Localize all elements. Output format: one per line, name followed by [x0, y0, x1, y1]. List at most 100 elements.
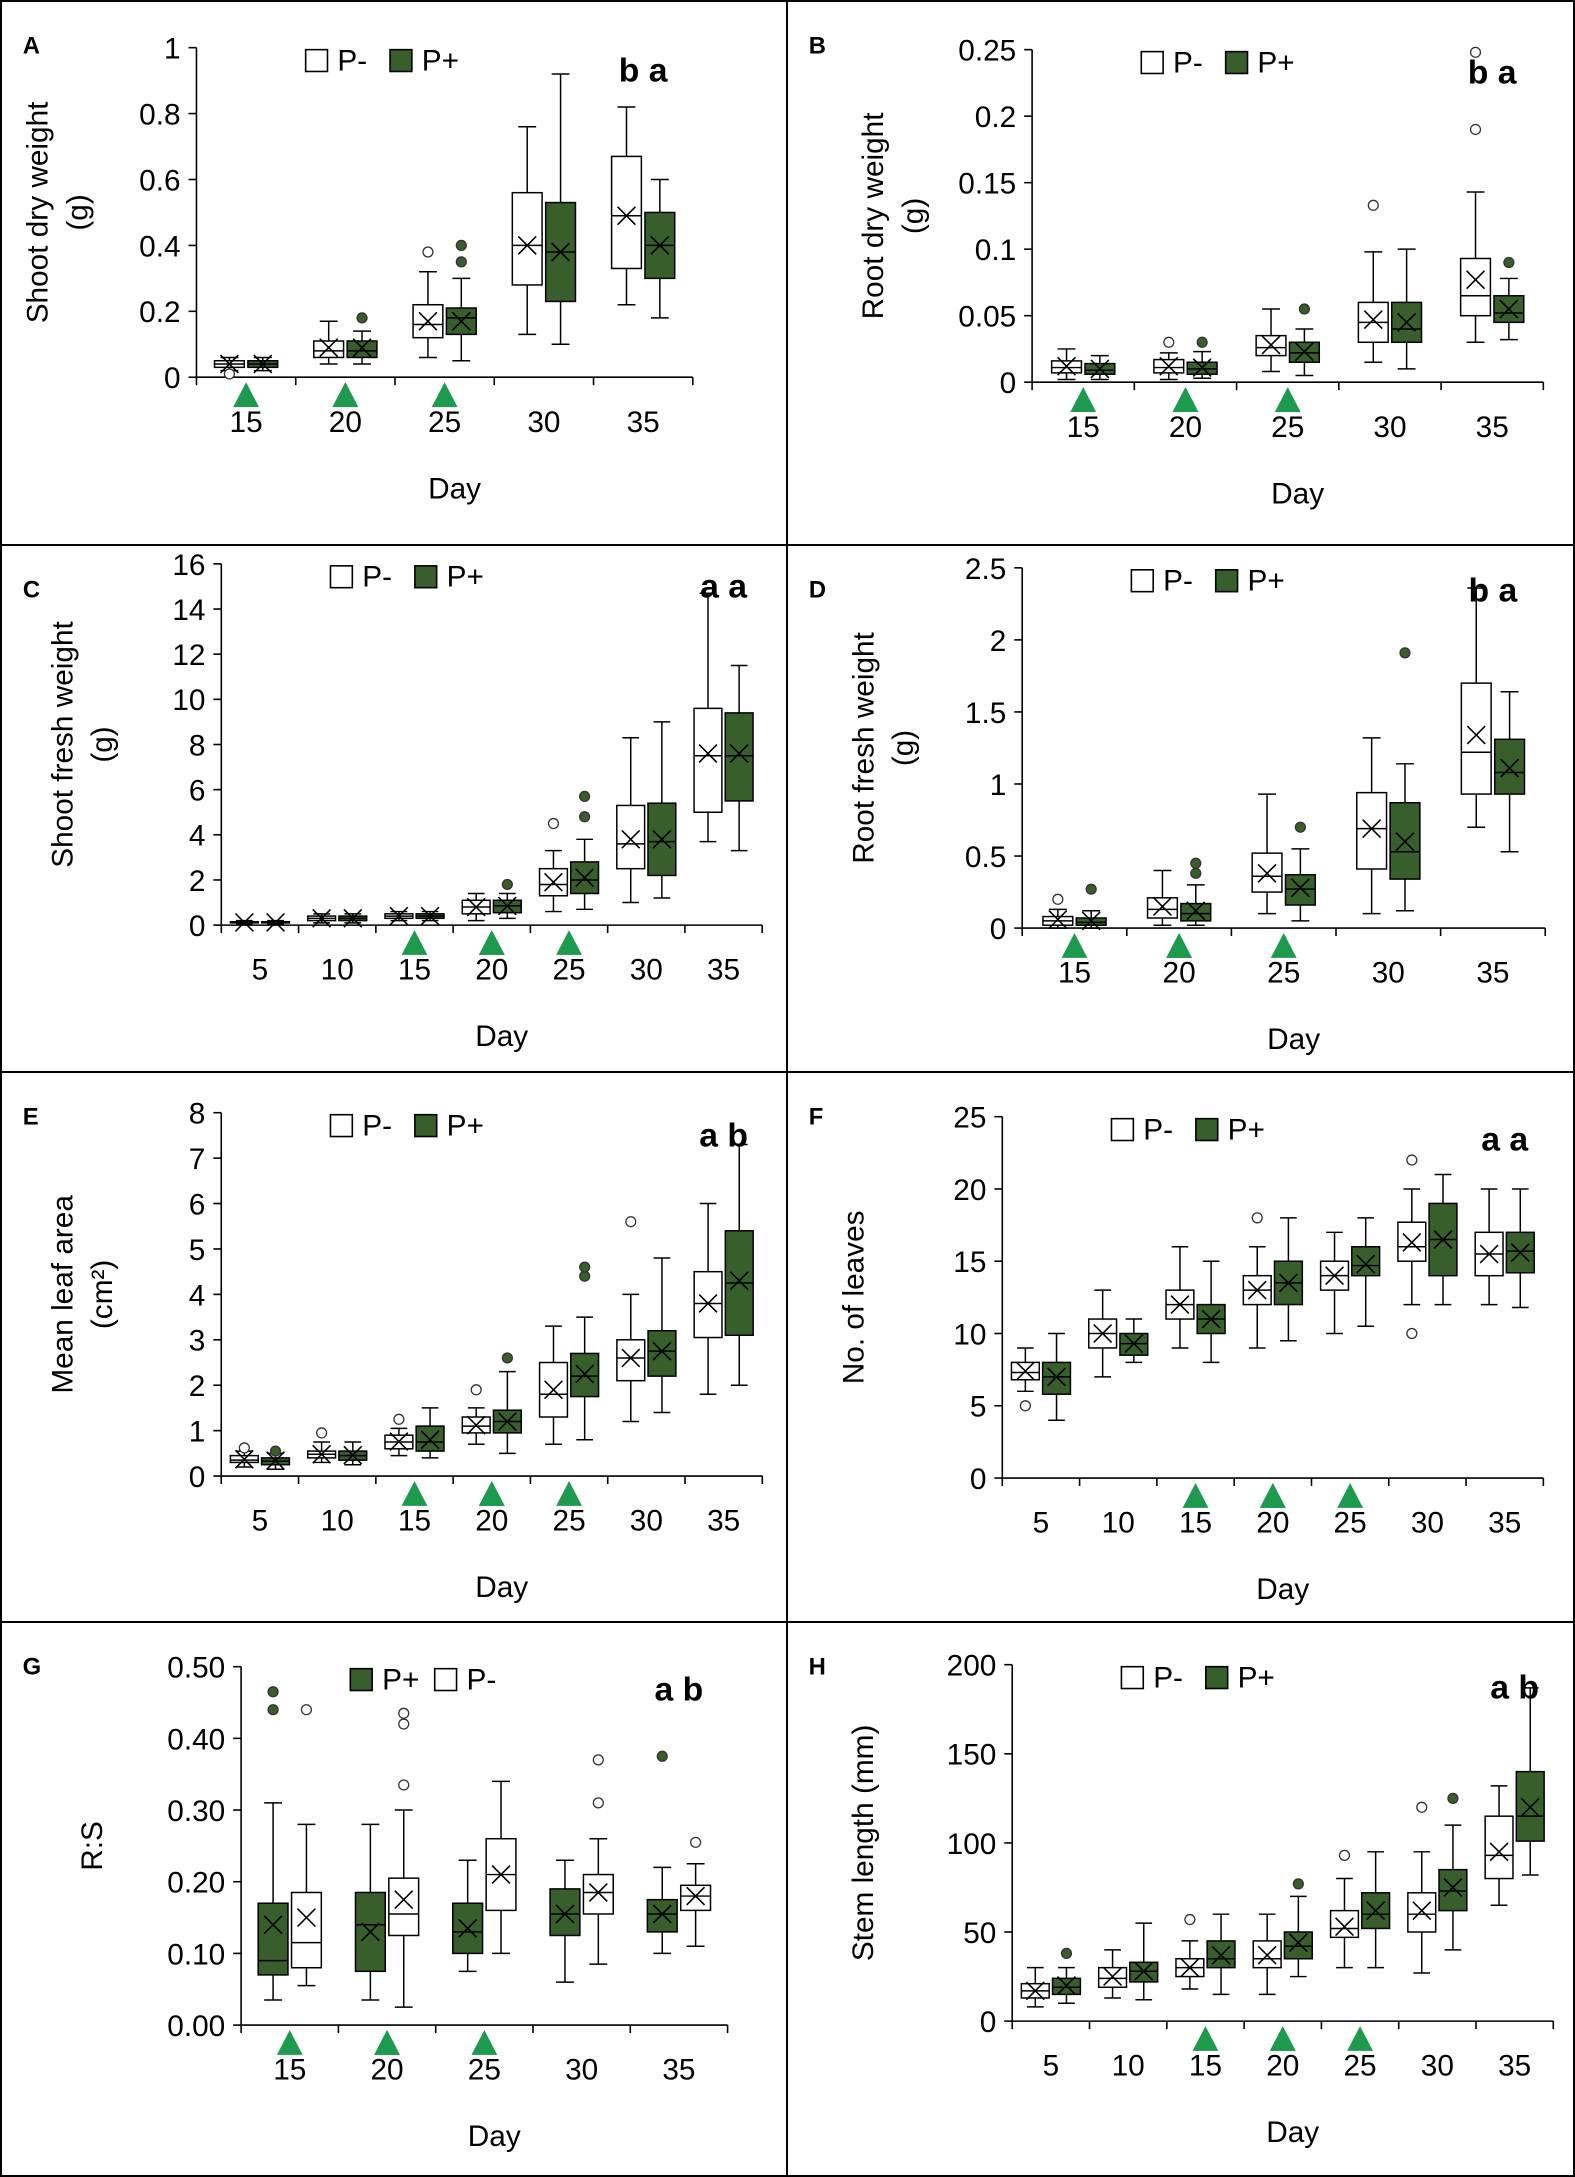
box-p-plus-day-20 [1180, 857, 1212, 926]
treatment-triangle-icon [1337, 1483, 1364, 1508]
y-tick-label: 0 [970, 1463, 987, 1496]
outlier-point [1503, 256, 1515, 269]
mean-marker [650, 235, 670, 255]
x-tick-label: 15 [230, 406, 263, 439]
box-p-plus-day-20 [354, 1823, 387, 2001]
box-p-minus-day-20 [1153, 336, 1185, 381]
x-tick-label: 20 [1169, 411, 1202, 444]
y-tick-label: 20 [953, 1174, 986, 1207]
box-p-minus-day-15 [384, 1413, 414, 1457]
mean-marker [1278, 1273, 1298, 1293]
legend-swatch [1120, 1665, 1145, 1690]
mean-marker [1186, 901, 1206, 921]
outlier-point [398, 1779, 410, 1791]
box-iqr [616, 1339, 646, 1382]
mean-marker [698, 1294, 718, 1313]
box-p-minus-day-25 [1329, 1849, 1360, 1969]
box-p-minus-day-15 [1042, 893, 1074, 929]
box-p-plus-day-5 [1051, 1947, 1082, 2005]
treatment-triangle-icon [471, 2030, 498, 2055]
box-p-minus-day-25 [412, 246, 444, 359]
box-iqr [1493, 294, 1525, 324]
legend-label: P- [1153, 1662, 1183, 1695]
mean-marker [517, 235, 537, 255]
x-axis-title: Day [1266, 2116, 1319, 2149]
box-iqr [646, 1898, 678, 1933]
mean-marker [1520, 1797, 1540, 1817]
mean-marker [1395, 832, 1415, 852]
treatment-triangle-icon [1182, 1483, 1209, 1508]
outlier-point [547, 817, 560, 830]
y-axis-title: Root dry weight [857, 112, 890, 320]
x-tick-label: 30 [1372, 957, 1405, 990]
box-p-plus-day-5 [1041, 1332, 1072, 1421]
box-iqr [679, 1884, 712, 1912]
mean-marker [1192, 358, 1212, 378]
x-axis-title: Day [468, 2120, 521, 2153]
box-p-minus-day-15 [1050, 348, 1083, 381]
y-axis-title: (g) [897, 198, 930, 234]
y-tick-label: 14 [172, 594, 205, 627]
box-iqr [1283, 1931, 1314, 1960]
mean-marker [1159, 356, 1179, 376]
box-p-plus-day-20 [492, 878, 522, 920]
x-tick-label: 20 [370, 2054, 403, 2087]
y-tick-label: 150 [947, 1739, 997, 1772]
box-iqr [1329, 1909, 1360, 1939]
y-tick-label: 0.30 [167, 1795, 225, 1828]
mean-marker [1180, 1958, 1200, 1978]
treatment-triangle-icon [1172, 387, 1199, 412]
legend-label: P- [337, 44, 367, 77]
box-iqr [1180, 902, 1212, 922]
panel-g: G 0.00 0.10 0.20 0.30 0.40 0.50 15 20 25 30 35 Day R:… [0, 1621, 788, 2177]
treatment-triangle-icon [431, 382, 458, 408]
mean-marker [266, 1451, 285, 1471]
box-p-plus-day-30 [1428, 1173, 1458, 1306]
y-axis-title: (g) [887, 730, 920, 766]
y-tick-label: 1 [990, 769, 1007, 802]
outlier-point [398, 1707, 410, 1719]
legend-label: P+ [1228, 1114, 1265, 1147]
mean-marker [1466, 725, 1486, 745]
outlier-point [1447, 1792, 1459, 1804]
x-tick-label: 25 [468, 2054, 501, 2087]
mean-marker [219, 354, 239, 374]
treatment-triangle-icon [1192, 2026, 1219, 2051]
outlier-point [1406, 1327, 1418, 1340]
x-tick-label: 5 [252, 954, 269, 987]
outlier-point [579, 1261, 591, 1273]
legend-swatch [1224, 50, 1249, 75]
y-tick-label: 12 [172, 639, 205, 672]
panel-c: C 0 2 4 6 8 10 12 14 16 5 10 15 20 25 30 35 Day Shoot fres… [0, 544, 788, 1073]
panel-b: B 0 0.05 0.1 0.15 0.2 0.25 15 20 25 30 35 Day Root dr… [786, 0, 1575, 546]
outlier-point [316, 1427, 328, 1439]
mean-marker [621, 1348, 641, 1368]
legend-swatch [1140, 50, 1164, 75]
box-p-minus-day-25 [538, 1325, 569, 1446]
mean-marker [1466, 270, 1486, 290]
outlier-point [1469, 123, 1482, 136]
box-p-minus-day-30 [1356, 737, 1388, 915]
legend-label: P- [466, 1664, 496, 1697]
y-tick-label: 1.5 [965, 697, 1006, 730]
y-tick-label: 2 [189, 865, 206, 898]
box-iqr [511, 191, 543, 286]
x-tick-label: 20 [475, 1505, 508, 1538]
mean-marker [1261, 335, 1281, 355]
box-p-minus-day-15 [1165, 1246, 1195, 1349]
box-p-plus-day-30 [1438, 1792, 1468, 1951]
box-p-plus-day-35 [1493, 691, 1526, 853]
x-tick-label: 20 [1266, 2050, 1299, 2083]
x-axis-title: Day [428, 472, 481, 505]
outlier-point [267, 1704, 279, 1716]
box-p-plus-day-35 [724, 1143, 754, 1386]
legend-swatch [1205, 1665, 1229, 1690]
box-iqr [616, 804, 646, 870]
treatment-triangle-icon [1070, 387, 1097, 412]
mean-marker [234, 912, 254, 932]
box-p-plus-day-25 [1284, 821, 1317, 922]
legend-swatch [389, 48, 413, 73]
treatment-triangle-icon [1347, 2026, 1373, 2051]
panel-d: D 0 0.5 1 1.5 2 2.5 15 20 25 30 35 Day Root fresh wei… [786, 544, 1575, 1073]
